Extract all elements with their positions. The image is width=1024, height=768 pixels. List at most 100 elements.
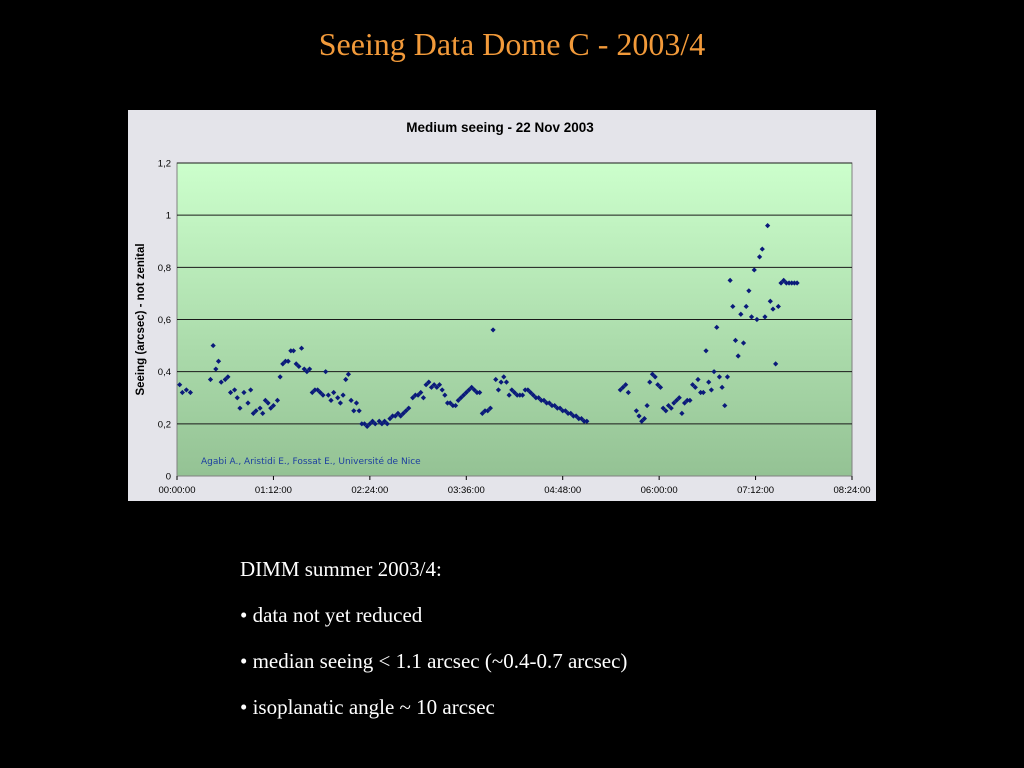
data-point xyxy=(213,366,219,372)
data-point xyxy=(791,280,798,286)
data-point xyxy=(498,379,504,385)
data-point xyxy=(576,416,582,422)
data-point xyxy=(442,392,448,398)
data-point xyxy=(562,408,568,414)
data-point xyxy=(450,402,456,409)
data-point xyxy=(376,418,382,424)
data-point xyxy=(759,246,765,252)
data-point xyxy=(250,410,256,416)
data-point xyxy=(748,314,755,320)
x-tick-label: 03:36:00 xyxy=(448,485,485,496)
data-point xyxy=(578,416,585,422)
y-tick-label: 0,4 xyxy=(158,367,171,378)
y-axis-label: Seeing (arcsec) - not zenital xyxy=(135,243,147,395)
data-point xyxy=(665,402,672,409)
chart-annotation: Agabi A., Aristidi E., Fossat E., Univer… xyxy=(201,456,421,467)
data-point xyxy=(700,389,706,396)
data-point xyxy=(353,400,360,406)
data-point xyxy=(751,267,757,273)
data-point xyxy=(390,413,396,419)
slide-title: Seeing Data Dome C - 2003/4 xyxy=(318,26,706,62)
data-point xyxy=(361,421,368,427)
data-point xyxy=(530,392,536,398)
data-point xyxy=(410,395,416,401)
data-point xyxy=(617,387,623,393)
data-point xyxy=(722,402,728,409)
data-point xyxy=(703,348,709,354)
data-point xyxy=(552,402,558,409)
data-point xyxy=(554,405,560,411)
x-tick-label: 01:12:00 xyxy=(255,485,292,496)
data-point xyxy=(584,418,590,424)
x-tick-label: 02:24:00 xyxy=(351,485,388,496)
data-point xyxy=(681,400,688,406)
data-point xyxy=(652,374,658,380)
chart-title: Medium seeing - 22 Nov 2003 xyxy=(406,120,594,135)
data-point xyxy=(231,387,238,393)
note-bullet-3: • isoplanatic angle ~ 10 arcsec xyxy=(240,695,495,719)
data-point xyxy=(783,280,789,286)
data-point xyxy=(623,382,629,388)
data-point xyxy=(690,382,696,388)
data-point xyxy=(260,410,266,416)
data-point xyxy=(786,280,792,286)
data-point xyxy=(773,361,779,367)
y-tick-label: 0,6 xyxy=(158,315,171,326)
data-point xyxy=(434,384,440,390)
data-point xyxy=(781,277,787,283)
data-point xyxy=(461,392,467,398)
data-point xyxy=(463,389,469,396)
data-point xyxy=(711,369,717,375)
data-point xyxy=(789,280,795,286)
x-tick-label: 00:00:00 xyxy=(159,485,196,496)
data-point xyxy=(392,413,398,419)
data-point xyxy=(379,421,385,427)
data-point xyxy=(412,392,418,398)
data-point xyxy=(431,382,437,388)
x-tick-labels: 00:00:00 01:12:00 02:24:00 03:36:00 04:48:00… xyxy=(159,476,870,496)
data-point xyxy=(268,405,274,411)
data-point xyxy=(719,384,725,390)
data-point xyxy=(351,408,357,414)
data-point xyxy=(770,306,776,312)
data-point xyxy=(735,353,741,359)
data-point xyxy=(639,418,645,424)
data-point xyxy=(660,405,666,411)
data-point xyxy=(538,397,544,403)
data-point xyxy=(447,400,453,406)
data-point xyxy=(485,408,491,414)
data-point xyxy=(369,418,376,424)
data-point xyxy=(323,369,329,375)
data-point xyxy=(285,358,291,364)
data-point xyxy=(673,397,680,403)
data-point xyxy=(335,395,341,401)
y-tick-labels: 0 0,2 0,4 0,6 0,8 1 1,2 xyxy=(158,159,171,483)
data-point xyxy=(738,311,744,317)
data-point xyxy=(716,374,723,380)
data-point xyxy=(724,374,731,380)
data-point xyxy=(487,405,493,411)
data-point xyxy=(794,280,800,286)
notes-block: DIMM summer 2003/4: • data not yet reduc… xyxy=(240,556,627,740)
data-point xyxy=(647,379,653,385)
data-point xyxy=(479,410,485,416)
data-point xyxy=(692,384,698,390)
data-point xyxy=(428,384,435,390)
data-point xyxy=(568,410,574,416)
data-point xyxy=(415,392,421,398)
data-point xyxy=(304,369,310,375)
y-tick-label: 0,8 xyxy=(158,263,171,274)
data-point xyxy=(641,416,648,422)
data-point xyxy=(455,397,461,403)
data-point xyxy=(706,379,712,385)
data-point xyxy=(671,400,677,406)
data-point xyxy=(343,376,349,383)
data-point xyxy=(557,405,563,411)
data-point xyxy=(474,389,480,396)
data-point xyxy=(679,410,685,416)
data-point xyxy=(227,389,234,396)
note-bullet-1: • data not yet reduced xyxy=(240,603,423,627)
data-point xyxy=(315,387,321,393)
data-point xyxy=(215,358,222,364)
x-tick-label: 07:12:00 xyxy=(737,485,774,496)
